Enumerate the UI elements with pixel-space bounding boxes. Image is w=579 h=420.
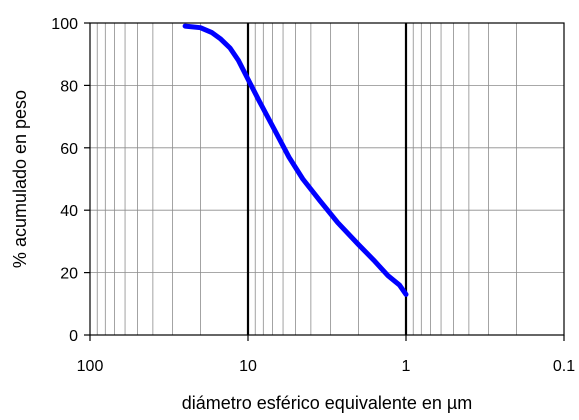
- y-tick-label: 20: [60, 266, 78, 283]
- x-tick-label: 100: [77, 358, 104, 375]
- x-tick-label: 0.1: [553, 358, 575, 375]
- x-axis-label: diámetro esférico equivalente en µm: [182, 393, 473, 413]
- plot-area-frame: [89, 22, 565, 336]
- grid-minor-lines: [90, 23, 564, 335]
- x-tick-label: 1: [402, 358, 411, 375]
- series-line: [182, 23, 409, 297]
- y-tick-label: 80: [60, 78, 78, 95]
- y-tick-label: 40: [60, 203, 78, 220]
- y-tick-label: 100: [51, 16, 78, 33]
- grid-major-lines: [246, 23, 408, 335]
- axis-ticks: [84, 22, 565, 341]
- y-axis-label: % acumulado en peso: [10, 90, 30, 268]
- y-tick-label: 0: [69, 328, 78, 345]
- x-tick-label: 10: [239, 358, 257, 375]
- y-tick-label: 60: [60, 141, 78, 158]
- tick-labels: 100 10 1 0.1 0 20 40 60 80 100: [51, 16, 575, 375]
